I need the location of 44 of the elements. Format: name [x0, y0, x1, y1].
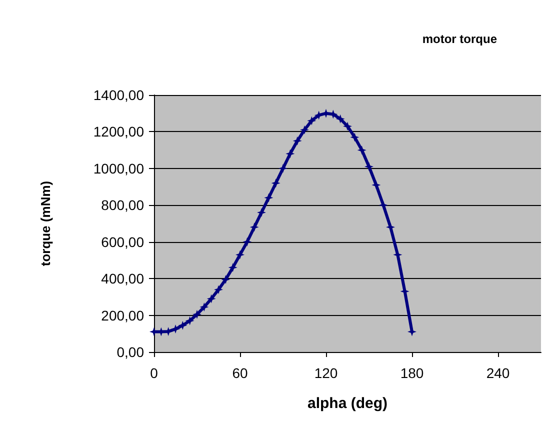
- point: [250, 222, 259, 232]
- point: [271, 178, 280, 188]
- point: [307, 116, 316, 126]
- chart-title: motor torque: [422, 32, 498, 46]
- point: [206, 294, 216, 304]
- point: [228, 263, 238, 272]
- point: [343, 122, 352, 131]
- point: [364, 162, 374, 172]
- point: [350, 132, 360, 142]
- point: [185, 316, 194, 326]
- y-tick-label: 200,00: [101, 307, 144, 324]
- y-tick-label: 0,00: [116, 344, 144, 360]
- point: [178, 320, 188, 330]
- y-tick-label: 1000,00: [93, 160, 144, 176]
- y-tick-label: 600,00: [101, 234, 144, 250]
- point: [171, 324, 180, 334]
- x-axis-title: alpha (deg): [307, 395, 388, 412]
- y-tick-label: 400,00: [101, 270, 144, 287]
- point: [300, 125, 309, 134]
- point: [214, 285, 223, 294]
- point: [357, 146, 366, 155]
- y-tick-label: 1400,00: [93, 87, 144, 103]
- y-tick-label: 800,00: [101, 197, 144, 214]
- point: [242, 237, 252, 246]
- point: [264, 193, 274, 202]
- point: [257, 208, 266, 217]
- point: [200, 302, 209, 312]
- point: [192, 310, 202, 319]
- point: [221, 274, 230, 284]
- point: [286, 149, 295, 158]
- point: [314, 110, 324, 120]
- point: [378, 200, 388, 210]
- x-tick-label: 60: [232, 365, 248, 381]
- y-tick-label: 1200,00: [93, 124, 144, 140]
- point: [336, 114, 345, 124]
- point: [372, 180, 381, 190]
- y-axis-title: torque (mNm): [38, 180, 53, 266]
- x-tick-label: 240: [486, 365, 510, 381]
- x-tick-label: 120: [314, 365, 338, 381]
- point: [292, 136, 302, 146]
- point: [236, 250, 244, 260]
- x-tick-label: 180: [400, 365, 424, 381]
- x-tick-label: 0: [150, 365, 158, 381]
- point: [278, 164, 288, 173]
